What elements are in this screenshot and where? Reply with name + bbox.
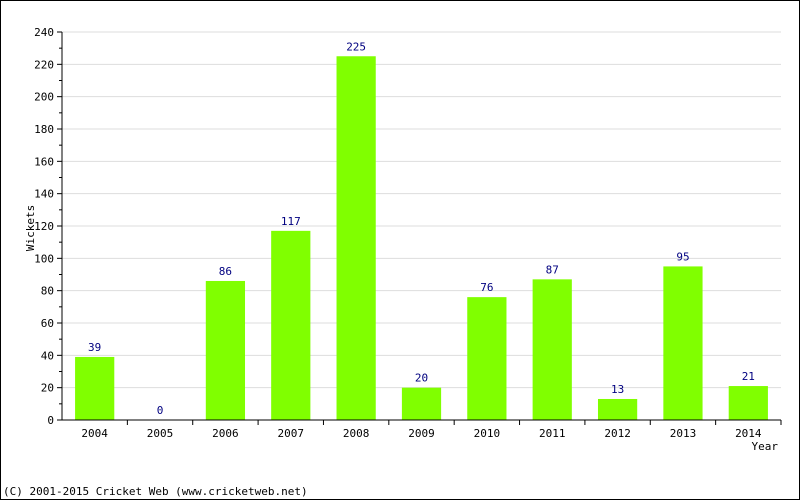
y-tick-label: 80	[41, 285, 54, 298]
bar-2012	[597, 398, 638, 420]
x-tick-label: 2006	[212, 427, 239, 440]
y-tick-label: 60	[41, 317, 54, 330]
x-tick-label: 2012	[604, 427, 631, 440]
bar-2004	[75, 356, 115, 420]
x-tick-label: 2004	[81, 427, 108, 440]
y-tick-label: 40	[41, 349, 54, 362]
x-tick-label: 2007	[278, 427, 305, 440]
bar-2006	[205, 280, 246, 420]
data-label-2013: 95	[676, 250, 689, 263]
bar-2008	[336, 56, 376, 420]
y-ticks: 0 20 40 60 80 100 120 140 160 180 200 220 240	[34, 26, 62, 427]
x-tick-label: 2010	[474, 427, 501, 440]
y-tick-label: 100	[34, 252, 54, 265]
x-axis-label: Year	[752, 440, 779, 453]
data-labels: 39 0 86 117 225 20 76 87 13 95 21	[88, 40, 755, 417]
x-tick-label: 2013	[670, 427, 697, 440]
y-tick-label: 240	[34, 26, 54, 39]
data-label-2007: 117	[281, 215, 301, 228]
data-label-2006: 86	[219, 265, 232, 278]
bar-2007	[271, 230, 311, 420]
y-tick-label: 180	[34, 123, 54, 136]
y-tick-label: 160	[34, 155, 54, 168]
bar-2013	[663, 266, 703, 420]
data-label-2005: 0	[157, 404, 164, 417]
y-tick-label: 120	[34, 220, 54, 233]
data-label-2008: 225	[346, 40, 366, 53]
data-label-2010: 76	[480, 281, 493, 294]
y-tick-label: 20	[41, 382, 54, 395]
y-tick-label: 140	[34, 188, 54, 201]
y-tick-label: 200	[34, 91, 54, 104]
data-label-2011: 87	[546, 263, 559, 276]
x-tick-label: 2008	[343, 427, 370, 440]
x-tick-label: 2005	[147, 427, 174, 440]
bars	[75, 56, 768, 420]
x-tick-label: 2014	[735, 427, 762, 440]
bar-2010	[467, 297, 507, 420]
data-label-2009: 20	[415, 372, 428, 385]
y-axis-label: Wickets	[24, 205, 37, 251]
copyright-footer: (C) 2001-2015 Cricket Web (www.cricketwe…	[3, 485, 308, 498]
y-tick-label: 0	[47, 414, 54, 427]
data-label-2012: 13	[611, 383, 624, 396]
x-ticks: 2004 2005 2006 2007 2008 2009 2010 2011 2012 2013…	[81, 420, 782, 440]
bar-2014	[728, 386, 768, 420]
x-tick-label: 2009	[408, 427, 435, 440]
bar-2011	[532, 279, 572, 420]
x-tick-label: 2011	[539, 427, 566, 440]
data-label-2004: 39	[88, 341, 101, 354]
bar-2009	[401, 387, 442, 420]
y-tick-label: 220	[34, 58, 54, 71]
gridlines	[62, 31, 781, 389]
data-label-2014: 21	[742, 370, 755, 383]
